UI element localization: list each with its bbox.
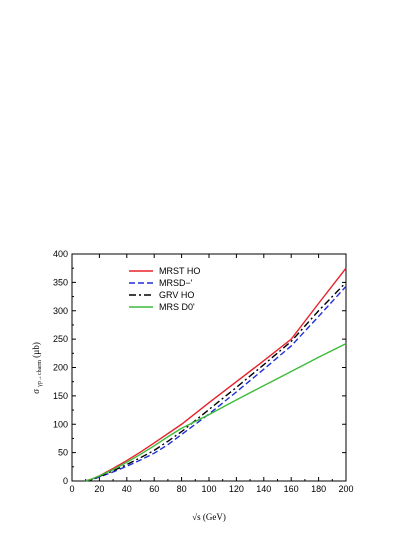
series-line-3 [85,281,347,482]
y-tick-label: 400 [53,249,68,259]
series-line-4 [85,343,347,482]
plot-area [71,253,347,482]
x-tick-label: 180 [311,484,326,494]
y-tick-label: 150 [53,391,68,401]
x-tick-label: 100 [201,484,216,494]
x-tick-label: 20 [94,484,104,494]
y-axis-title-main: σ [31,389,41,394]
x-tick-label: 60 [149,484,159,494]
y-axis-title: σ γp→charm (µb) [31,342,43,394]
plot-frame [71,253,347,482]
x-tick-label: 160 [284,484,299,494]
series-line-1 [85,267,347,482]
legend-label-4: MRS D0' [159,302,195,312]
legend: MRST HO MRSD−' GRV HO MRS D0' [129,266,200,312]
x-tick-label: 80 [177,484,187,494]
series-layer [85,267,347,482]
y-tick-label: 300 [53,306,68,316]
y-axis: 0 50 100 150 200 250 300 350 400 [53,249,346,486]
legend-label-1: MRST HO [159,266,200,276]
y-tick-label: 100 [53,419,68,429]
y-tick-label: 200 [53,363,68,373]
x-tick-label: 0 [69,484,74,494]
x-axis: 0 20 40 60 80 100 120 140 160 180 200 [69,254,354,494]
y-axis-title-unit: (µb) [31,342,41,358]
x-tick-label: 140 [256,484,271,494]
x-tick-label: 120 [229,484,244,494]
x-axis-title: √s (GeV) [192,512,226,522]
legend-label-2: MRSD−' [159,278,193,288]
y-tick-label: 350 [53,277,68,287]
legend-label-3: GRV HO [159,290,194,300]
x-tick-label: 200 [338,484,353,494]
y-axis-title-sub: γp→charm [37,360,43,388]
y-tick-label: 50 [58,448,68,458]
y-tick-label: 250 [53,334,68,344]
series-line-2 [85,285,347,482]
x-tick-label: 40 [122,484,132,494]
y-tick-label: 0 [63,476,68,486]
